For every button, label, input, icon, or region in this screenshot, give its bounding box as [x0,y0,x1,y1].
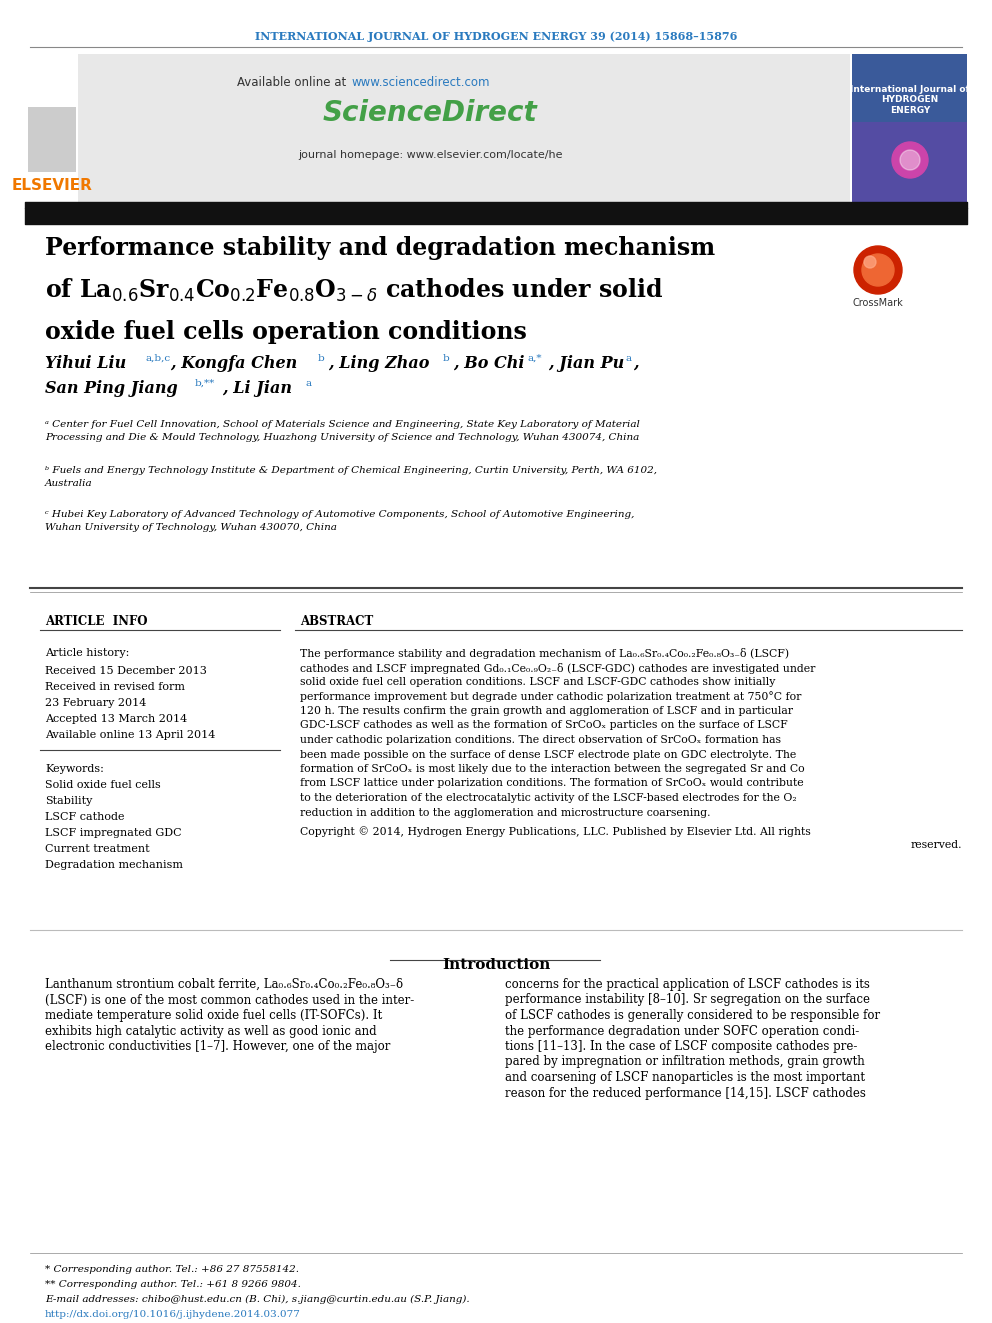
Text: reason for the reduced performance [14,15]. LSCF cathodes: reason for the reduced performance [14,1… [505,1086,866,1099]
Text: ScienceDirect: ScienceDirect [322,99,538,127]
Text: performance instability [8–10]. Sr segregation on the surface: performance instability [8–10]. Sr segre… [505,994,870,1007]
Text: a: a [305,378,311,388]
Text: ᵇ Fuels and Energy Technology Institute & Department of Chemical Engineering, Cu: ᵇ Fuels and Energy Technology Institute … [45,466,657,487]
Text: performance improvement but degrade under cathodic polarization treatment at 750: performance improvement but degrade unde… [300,692,802,703]
Text: LSCF cathode: LSCF cathode [45,812,125,822]
Text: LSCF impregnated GDC: LSCF impregnated GDC [45,828,182,837]
Text: San Ping Jiang: San Ping Jiang [45,380,178,397]
Text: , Bo Chi: , Bo Chi [453,355,525,372]
Text: a,*: a,* [527,355,542,363]
Text: ABSTRACT: ABSTRACT [300,615,373,628]
FancyBboxPatch shape [25,54,78,202]
Text: http://dx.doi.org/10.1016/j.ijhydene.2014.03.077: http://dx.doi.org/10.1016/j.ijhydene.201… [45,1310,301,1319]
FancyBboxPatch shape [852,54,967,202]
Text: b: b [443,355,449,363]
Text: CrossMark: CrossMark [853,298,904,308]
Text: E-mail addresses: chibo@hust.edu.cn (B. Chi), s.jiang@curtin.edu.au (S.P. Jiang): E-mail addresses: chibo@hust.edu.cn (B. … [45,1295,469,1304]
Text: of La$_{0.6}$Sr$_{0.4}$Co$_{0.2}$Fe$_{0.8}$O$_{3-\delta}$ cathodes under solid: of La$_{0.6}$Sr$_{0.4}$Co$_{0.2}$Fe$_{0.… [45,277,664,303]
Text: journal homepage: www.elsevier.com/locate/he: journal homepage: www.elsevier.com/locat… [298,149,562,160]
Text: , Jian Pu: , Jian Pu [548,355,624,372]
FancyBboxPatch shape [28,107,76,172]
Text: ARTICLE  INFO: ARTICLE INFO [45,615,148,628]
Text: cathodes and LSCF impregnated Gd₀.₁Ce₀.₉O₂₋δ (LSCF-GDC) cathodes are investigate: cathodes and LSCF impregnated Gd₀.₁Ce₀.₉… [300,663,815,673]
Text: Article history:: Article history: [45,648,129,658]
Text: reserved.: reserved. [911,840,962,849]
Text: of LSCF cathodes is generally considered to be responsible for: of LSCF cathodes is generally considered… [505,1009,880,1021]
Text: oxide fuel cells operation conditions: oxide fuel cells operation conditions [45,320,527,344]
Text: www.sciencedirect.com: www.sciencedirect.com [351,75,489,89]
Text: Stability: Stability [45,796,92,806]
Text: ᵃ Center for Fuel Cell Innovation, School of Materials Science and Engineering, : ᵃ Center for Fuel Cell Innovation, Schoo… [45,419,640,442]
Text: , Kongfa Chen: , Kongfa Chen [170,355,298,372]
Text: pared by impregnation or infiltration methods, grain growth: pared by impregnation or infiltration me… [505,1056,865,1069]
Text: , Ling Zhao: , Ling Zhao [328,355,430,372]
Text: 120 h. The results confirm the grain growth and agglomeration of LSCF and in par: 120 h. The results confirm the grain gro… [300,706,793,716]
Text: Yihui Liu: Yihui Liu [45,355,126,372]
Text: ELSEVIER: ELSEVIER [12,177,92,193]
Text: the performance degradation under SOFC operation condi-: the performance degradation under SOFC o… [505,1024,859,1037]
Text: formation of SrCoOₓ is most likely due to the interaction between the segregated: formation of SrCoOₓ is most likely due t… [300,763,805,774]
Circle shape [864,255,876,269]
FancyBboxPatch shape [852,122,967,202]
Text: ** Corresponding author. Tel.: +61 8 9266 9804.: ** Corresponding author. Tel.: +61 8 926… [45,1279,301,1289]
Text: concerns for the practical application of LSCF cathodes is its: concerns for the practical application o… [505,978,870,991]
Text: Received in revised form: Received in revised form [45,681,185,692]
Text: tions [11–13]. In the case of LSCF composite cathodes pre-: tions [11–13]. In the case of LSCF compo… [505,1040,857,1053]
Text: Available online at: Available online at [237,75,350,89]
Text: GDC-LSCF cathodes as well as the formation of SrCoOₓ particles on the surface of: GDC-LSCF cathodes as well as the formati… [300,721,788,730]
Text: a,b,c: a,b,c [145,355,170,363]
Text: electronic conductivities [1–7]. However, one of the major: electronic conductivities [1–7]. However… [45,1040,391,1053]
FancyBboxPatch shape [78,54,850,202]
Text: to the deterioration of the electrocatalytic activity of the LSCF-based electrod: to the deterioration of the electrocatal… [300,792,797,803]
Text: * Corresponding author. Tel.: +86 27 87558142.: * Corresponding author. Tel.: +86 27 875… [45,1265,299,1274]
Text: Received 15 December 2013: Received 15 December 2013 [45,665,207,676]
Text: under cathodic polarization conditions. The direct observation of SrCoOₓ formati: under cathodic polarization conditions. … [300,736,781,745]
Text: Accepted 13 March 2014: Accepted 13 March 2014 [45,714,187,724]
Text: been made possible on the surface of dense LSCF electrode plate on GDC electroly: been made possible on the surface of den… [300,750,797,759]
Text: and coarsening of LSCF nanoparticles is the most important: and coarsening of LSCF nanoparticles is … [505,1072,865,1084]
Text: from LSCF lattice under polarization conditions. The formation of SrCoOₓ would c: from LSCF lattice under polarization con… [300,778,804,789]
Text: b,**: b,** [195,378,215,388]
Text: b: b [318,355,324,363]
Text: Current treatment: Current treatment [45,844,150,855]
Circle shape [892,142,928,179]
Circle shape [900,149,920,169]
Text: Lanthanum strontium cobalt ferrite, La₀.₆Sr₀.₄Co₀.₂Fe₀.₈O₃₋δ: Lanthanum strontium cobalt ferrite, La₀.… [45,978,403,991]
Text: mediate temperature solid oxide fuel cells (IT-SOFCs). It: mediate temperature solid oxide fuel cel… [45,1009,382,1021]
Text: reduction in addition to the agglomeration and microstructure coarsening.: reduction in addition to the agglomerati… [300,807,710,818]
Text: INTERNATIONAL JOURNAL OF HYDROGEN ENERGY 39 (2014) 15868–15876: INTERNATIONAL JOURNAL OF HYDROGEN ENERGY… [255,30,737,41]
Text: solid oxide fuel cell operation conditions. LSCF and LSCF-GDC cathodes show init: solid oxide fuel cell operation conditio… [300,677,776,687]
Text: Performance stability and degradation mechanism: Performance stability and degradation me… [45,235,715,261]
Text: Introduction: Introduction [441,958,551,972]
Text: International Journal of
HYDROGEN
ENERGY: International Journal of HYDROGEN ENERGY [850,85,970,115]
Text: Solid oxide fuel cells: Solid oxide fuel cells [45,781,161,790]
Text: a: a [625,355,631,363]
Text: ,: , [633,355,639,372]
Text: Copyright © 2014, Hydrogen Energy Publications, LLC. Published by Elsevier Ltd. : Copyright © 2014, Hydrogen Energy Public… [300,826,810,836]
Text: Keywords:: Keywords: [45,763,104,774]
Text: ᶜ Hubei Key Laboratory of Advanced Technology of Automotive Components, School o: ᶜ Hubei Key Laboratory of Advanced Techn… [45,509,634,532]
Circle shape [862,254,894,286]
Text: Degradation mechanism: Degradation mechanism [45,860,183,871]
Text: The performance stability and degradation mechanism of La₀.₆Sr₀.₄Co₀.₂Fe₀.₈O₃₋δ : The performance stability and degradatio… [300,648,789,659]
Text: (LSCF) is one of the most common cathodes used in the inter-: (LSCF) is one of the most common cathode… [45,994,415,1007]
Circle shape [854,246,902,294]
Text: , Li Jian: , Li Jian [222,380,292,397]
Text: 23 February 2014: 23 February 2014 [45,699,147,708]
Text: exhibits high catalytic activity as well as good ionic and: exhibits high catalytic activity as well… [45,1024,377,1037]
Text: Available online 13 April 2014: Available online 13 April 2014 [45,730,215,740]
